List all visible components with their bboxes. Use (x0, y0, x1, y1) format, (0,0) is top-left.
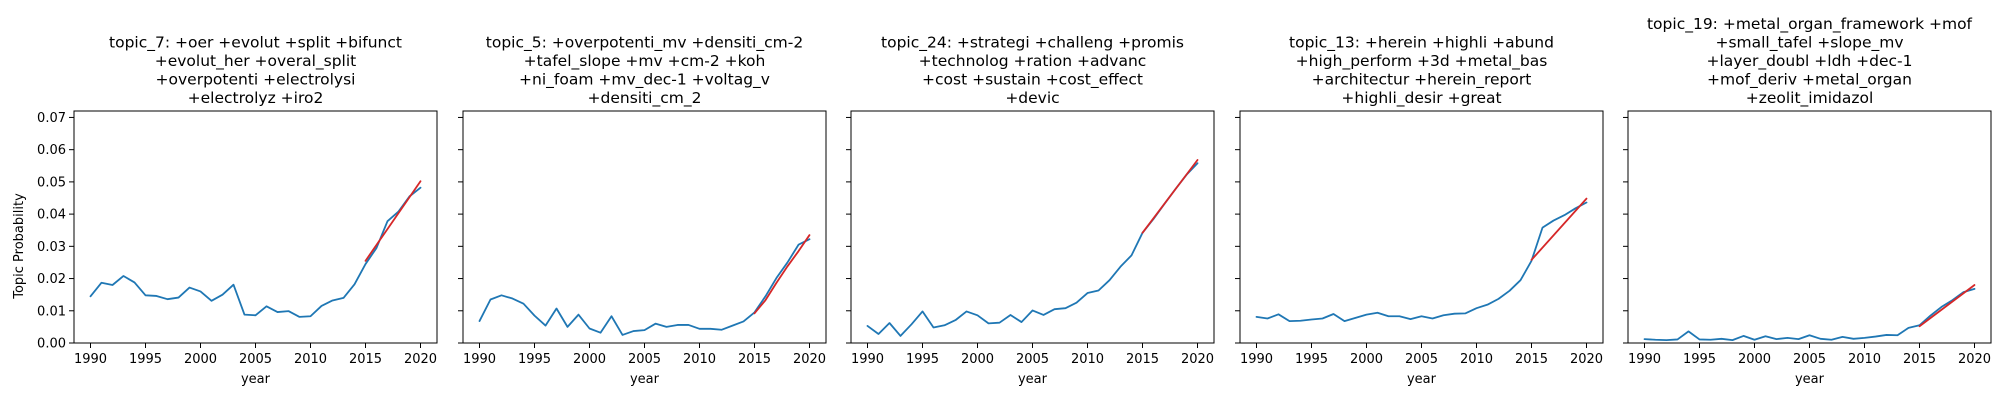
chart-title-line: topic_5: +overpotenti_mv +densiti_cm-2 (486, 34, 803, 53)
x-tick-label: 2020 (1181, 352, 1214, 367)
x-tick-label: 2000 (184, 352, 217, 367)
x-tick-label: 2010 (683, 352, 716, 367)
x-tick-label: 1995 (518, 352, 551, 367)
chart-title-line: +devic (1005, 89, 1059, 107)
plot-frame (1239, 110, 1604, 344)
x-tick-label: 1990 (1628, 352, 1661, 367)
x-tick-label: 1990 (463, 352, 496, 367)
plot-frame (1627, 110, 1992, 344)
y-tick-label: 0.02 (37, 272, 66, 287)
x-tick-label: 2020 (793, 352, 826, 367)
x-tick-label: 2015 (1126, 352, 1159, 367)
topic-probability-line (89, 186, 422, 318)
x-axis-label: year (1407, 372, 1437, 387)
plot-frame (73, 110, 438, 344)
x-tick-label: 2015 (1903, 352, 1936, 367)
x-tick-label: 2020 (404, 352, 437, 367)
chart-title-line: +technolog +ration +advanc (919, 52, 1147, 70)
chart-title-line: +tafel_slope +mv +cm-2 +koh (524, 52, 766, 71)
x-tick-label: 1995 (1683, 352, 1716, 367)
chart-title-line: +evolut_her +overal_split (155, 52, 357, 71)
chart-title-line: topic_7: +oer +evolut +split +bifunct (109, 34, 402, 53)
y-tick-label: 0.03 (37, 240, 66, 255)
chart-title-line: +highli_desir +great (1341, 89, 1501, 108)
plot-frame (462, 110, 827, 344)
x-axis-label: year (1795, 372, 1825, 387)
chart-title-line: +layer_doubl +ldh +dec-1 (1706, 52, 1912, 71)
chart-title-line: topic_19: +metal_organ_framework +mof (1647, 15, 1973, 34)
y-axis-label: Topic Probability (12, 193, 27, 300)
x-tick-label: 2010 (1071, 352, 1104, 367)
x-tick-label: 1995 (906, 352, 939, 367)
y-tick-label: 0.01 (37, 304, 66, 319)
chart-title-line: +zeolit_imidazol (1746, 89, 1874, 108)
trend-fit-line (753, 234, 811, 315)
topic-probability-line (1643, 287, 1976, 342)
chart-title-line: topic_24: +strategi +challeng +promis (881, 34, 1184, 53)
chart-title-line: +densiti_cm_2 (588, 89, 702, 108)
topic-probability-line (478, 238, 811, 336)
chart-title-line: +cost +sustain +cost_effect (922, 71, 1143, 90)
chart-title-line: +ni_foam +mv_dec-1 +voltag_v (519, 71, 770, 90)
trend-fit-line (1530, 197, 1588, 261)
x-tick-label: 2010 (1460, 352, 1493, 367)
chart-title-line: +high_perform +3d +metal_bas (1296, 52, 1548, 71)
x-tick-label: 2000 (573, 352, 606, 367)
x-axis-label: year (630, 372, 660, 387)
y-tick-label: 0.05 (37, 175, 66, 190)
x-tick-label: 2000 (1738, 352, 1771, 367)
x-axis-label: year (241, 372, 271, 387)
trend-fit-line (1141, 159, 1199, 234)
chart-title-line: topic_13: +herein +highli +abund (1289, 34, 1554, 53)
x-tick-label: 2005 (1793, 352, 1826, 367)
x-tick-label: 2015 (349, 352, 382, 367)
x-tick-label: 2000 (1350, 352, 1383, 367)
topic-probability-line (1255, 201, 1588, 322)
x-tick-label: 1995 (1295, 352, 1328, 367)
trend-fit-line (1918, 284, 1976, 328)
x-axis-label: year (1018, 372, 1048, 387)
topic-probability-line (866, 162, 1199, 337)
x-tick-label: 2005 (239, 352, 272, 367)
chart-title-line: +mof_deriv +metal_organ (1707, 71, 1912, 90)
x-tick-label: 1995 (129, 352, 162, 367)
x-tick-label: 1990 (851, 352, 884, 367)
x-tick-label: 2015 (738, 352, 771, 367)
y-tick-label: 0.06 (37, 143, 66, 158)
x-tick-label: 2010 (1848, 352, 1881, 367)
chart-title-line: +architectur +herein_report (1312, 71, 1532, 90)
chart-title-line: +overpotenti +electrolysi (156, 71, 356, 89)
x-tick-label: 1990 (74, 352, 107, 367)
x-tick-label: 2005 (1405, 352, 1438, 367)
x-tick-label: 2000 (961, 352, 994, 367)
y-tick-label: 0.07 (37, 111, 66, 126)
x-tick-label: 2005 (1016, 352, 1049, 367)
y-tick-label: 0.04 (37, 208, 66, 223)
y-tick-label: 0.00 (37, 337, 66, 352)
x-tick-label: 1990 (1240, 352, 1273, 367)
plot-frame (850, 110, 1215, 344)
x-tick-label: 2020 (1958, 352, 1991, 367)
x-tick-label: 2010 (294, 352, 327, 367)
chart-title-line: +small_tafel +slope_mv (1715, 34, 1903, 53)
x-tick-label: 2015 (1515, 352, 1548, 367)
trend-fit-line (364, 180, 422, 262)
x-tick-label: 2020 (1570, 352, 1603, 367)
x-tick-label: 2005 (628, 352, 661, 367)
chart-title-line: +electrolyz +iro2 (188, 89, 324, 107)
